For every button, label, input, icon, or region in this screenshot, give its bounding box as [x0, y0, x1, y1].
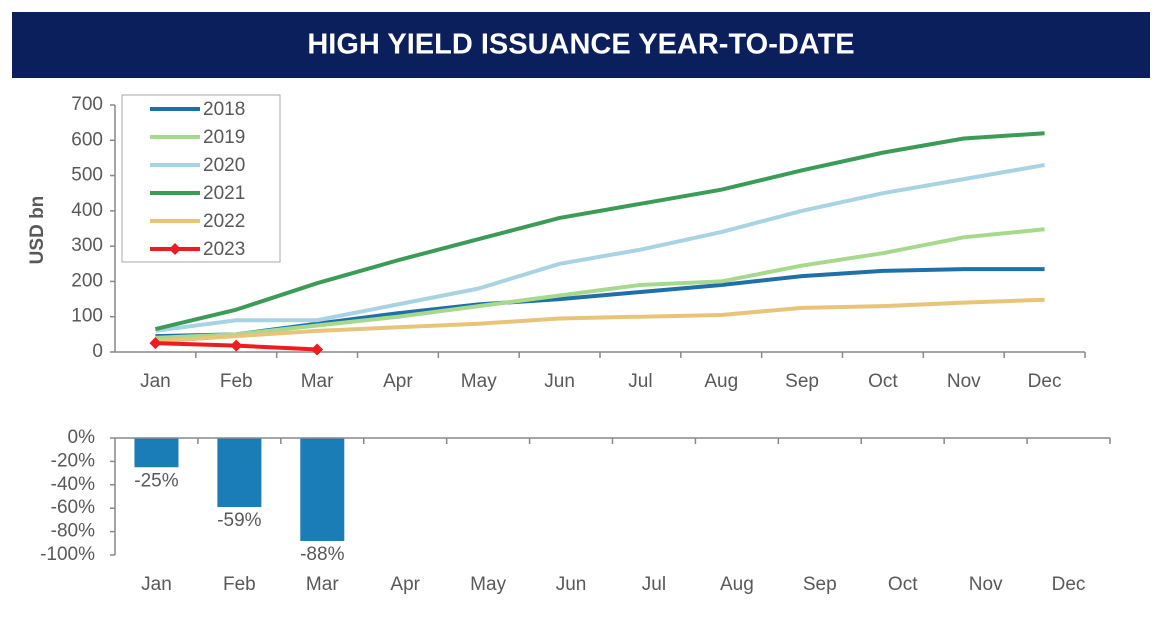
legend-label: 2021 [203, 183, 245, 204]
data-label: -25% [134, 470, 178, 491]
x-tick-label: Jun [544, 371, 575, 392]
series-line [155, 227, 1045, 340]
y-tick-label: 300 [71, 235, 103, 256]
x-tick-label: Feb [220, 371, 253, 392]
series-line [155, 163, 1045, 333]
x-tick-label: May [461, 371, 497, 392]
x-tick-label: Jul [642, 574, 666, 595]
y-tick-label: -80% [51, 521, 95, 542]
x-tick-label: Jan [141, 574, 172, 595]
x-tick-label: Nov [969, 574, 1003, 595]
legend-label: 2018 [203, 99, 245, 120]
y-tick-label: -40% [51, 474, 95, 495]
x-tick-label: Jan [140, 371, 171, 392]
y-tick-label: -20% [51, 450, 95, 471]
x-tick-label: Nov [947, 371, 981, 392]
marker [149, 337, 162, 350]
bar [300, 438, 345, 541]
legend-label: 2022 [203, 211, 245, 232]
y-tick-label: -100% [40, 544, 95, 565]
y-tick-label: 500 [71, 165, 103, 186]
x-tick-label: Mar [306, 574, 339, 595]
x-tick-label: Dec [1028, 371, 1062, 392]
marker [311, 343, 324, 356]
x-tick-label: Jun [556, 574, 587, 595]
y-tick-label: -60% [51, 497, 95, 518]
series-line [155, 297, 1045, 344]
y-tick-label: 600 [71, 129, 103, 150]
x-tick-label: Feb [223, 574, 256, 595]
x-tick-label: Dec [1052, 574, 1086, 595]
data-label: -88% [300, 544, 344, 565]
bar [134, 438, 179, 468]
legend-label: 2023 [203, 239, 245, 260]
x-tick-label: May [470, 574, 506, 595]
legend-label: 2019 [203, 127, 245, 148]
y-tick-label: 400 [71, 200, 103, 221]
data-label: -59% [217, 510, 261, 531]
x-tick-label: Oct [868, 371, 898, 392]
x-tick-label: Apr [383, 371, 413, 392]
legend-label: 2020 [203, 155, 245, 176]
series-line [155, 267, 1045, 339]
y-axis-label: USD bn [27, 196, 48, 265]
chart-title: HIGH YIELD ISSUANCE YEAR-TO-DATE [307, 29, 854, 61]
y-tick-label: 0 [92, 341, 103, 362]
marker [230, 339, 243, 352]
y-tick-label: 100 [71, 306, 103, 327]
x-tick-label: Aug [704, 371, 738, 392]
y-tick-label: 200 [71, 270, 103, 291]
x-tick-label: Sep [785, 371, 819, 392]
bar [217, 438, 262, 508]
x-tick-label: Jul [628, 371, 652, 392]
x-tick-label: Apr [390, 574, 420, 595]
x-tick-label: Mar [301, 371, 334, 392]
x-tick-label: Aug [720, 574, 754, 595]
x-tick-label: Sep [803, 574, 837, 595]
legend-marker [169, 243, 181, 255]
y-tick-label: 700 [71, 94, 103, 115]
legend [121, 94, 281, 263]
title-banner [12, 12, 1150, 78]
y-tick-label: 0% [68, 427, 96, 448]
x-tick-label: Oct [888, 574, 918, 595]
series-line [154, 131, 1045, 332]
